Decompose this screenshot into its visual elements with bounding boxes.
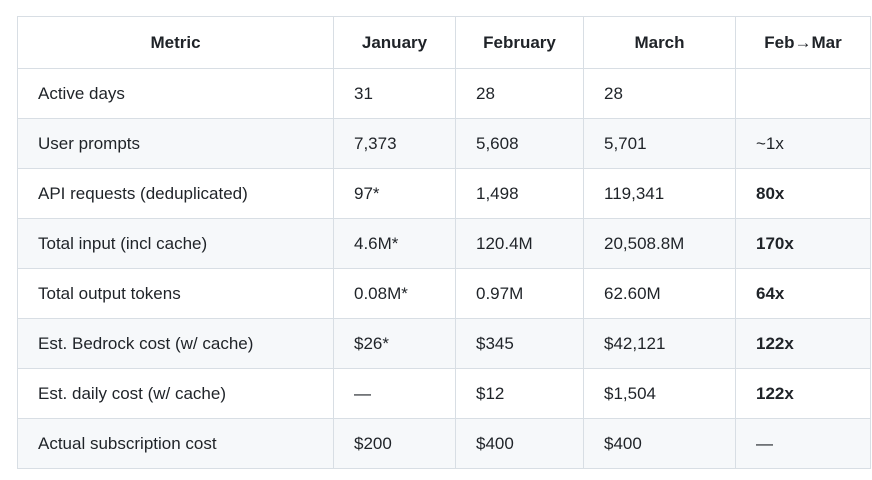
metric-cell: Active days <box>17 68 334 119</box>
metric-cell: API requests (deduplicated) <box>17 168 334 219</box>
february-cell: $345 <box>455 318 584 369</box>
metric-cell: Actual subscription cost <box>17 418 334 469</box>
january-cell: 4.6M* <box>333 218 456 269</box>
january-cell: 7,373 <box>333 118 456 169</box>
column-header-feb-mar: Feb→Mar <box>735 16 871 69</box>
feb-mar-cell: 170x <box>735 218 871 269</box>
feb-mar-cell: 122x <box>735 368 871 419</box>
metric-cell: Est. Bedrock cost (w/ cache) <box>17 318 334 369</box>
february-cell: 28 <box>455 68 584 119</box>
january-cell: 0.08M* <box>333 268 456 319</box>
metric-cell: Total output tokens <box>17 268 334 319</box>
column-header-metric: Metric <box>17 16 334 69</box>
table-row: Actual subscription cost $200 $400 $400 … <box>17 418 871 469</box>
march-cell: 20,508.8M <box>583 218 736 269</box>
march-cell: 62.60M <box>583 268 736 319</box>
january-cell: $200 <box>333 418 456 469</box>
march-cell: 28 <box>583 68 736 119</box>
january-cell: $26* <box>333 318 456 369</box>
january-cell: 97* <box>333 168 456 219</box>
march-cell: $42,121 <box>583 318 736 369</box>
february-cell: $12 <box>455 368 584 419</box>
metric-cell: User prompts <box>17 118 334 169</box>
february-cell: 5,608 <box>455 118 584 169</box>
table-row: User prompts 7,373 5,608 5,701 ~1x <box>17 118 871 169</box>
header-row: Metric January February March Feb→Mar <box>17 16 871 69</box>
table-body: Active days 31 28 28 User prompts 7,373 … <box>17 68 871 469</box>
march-cell: 119,341 <box>583 168 736 219</box>
march-cell: $400 <box>583 418 736 469</box>
column-header-march: March <box>583 16 736 69</box>
feb-mar-cell: 64x <box>735 268 871 319</box>
metric-cell: Total input (incl cache) <box>17 218 334 269</box>
column-header-february: February <box>455 16 584 69</box>
metrics-table: Metric January February March Feb→Mar Ac… <box>17 16 871 469</box>
february-cell: 0.97M <box>455 268 584 319</box>
feb-mar-cell <box>735 68 871 119</box>
table-row: Total input (incl cache) 4.6M* 120.4M 20… <box>17 218 871 269</box>
table-row: Active days 31 28 28 <box>17 68 871 119</box>
february-cell: 120.4M <box>455 218 584 269</box>
feb-mar-cell: 80x <box>735 168 871 219</box>
feb-mar-cell: 122x <box>735 318 871 369</box>
metric-cell: Est. daily cost (w/ cache) <box>17 368 334 419</box>
feb-mar-cell: ~1x <box>735 118 871 169</box>
march-cell: $1,504 <box>583 368 736 419</box>
table-row: Total output tokens 0.08M* 0.97M 62.60M … <box>17 268 871 319</box>
february-cell: 1,498 <box>455 168 584 219</box>
feb-mar-cell: — <box>735 418 871 469</box>
table-row: Est. Bedrock cost (w/ cache) $26* $345 $… <box>17 318 871 369</box>
table-row: Est. daily cost (w/ cache) — $12 $1,504 … <box>17 368 871 419</box>
january-cell: — <box>333 368 456 419</box>
march-cell: 5,701 <box>583 118 736 169</box>
february-cell: $400 <box>455 418 584 469</box>
table-row: API requests (deduplicated) 97* 1,498 11… <box>17 168 871 219</box>
column-header-january: January <box>333 16 456 69</box>
january-cell: 31 <box>333 68 456 119</box>
